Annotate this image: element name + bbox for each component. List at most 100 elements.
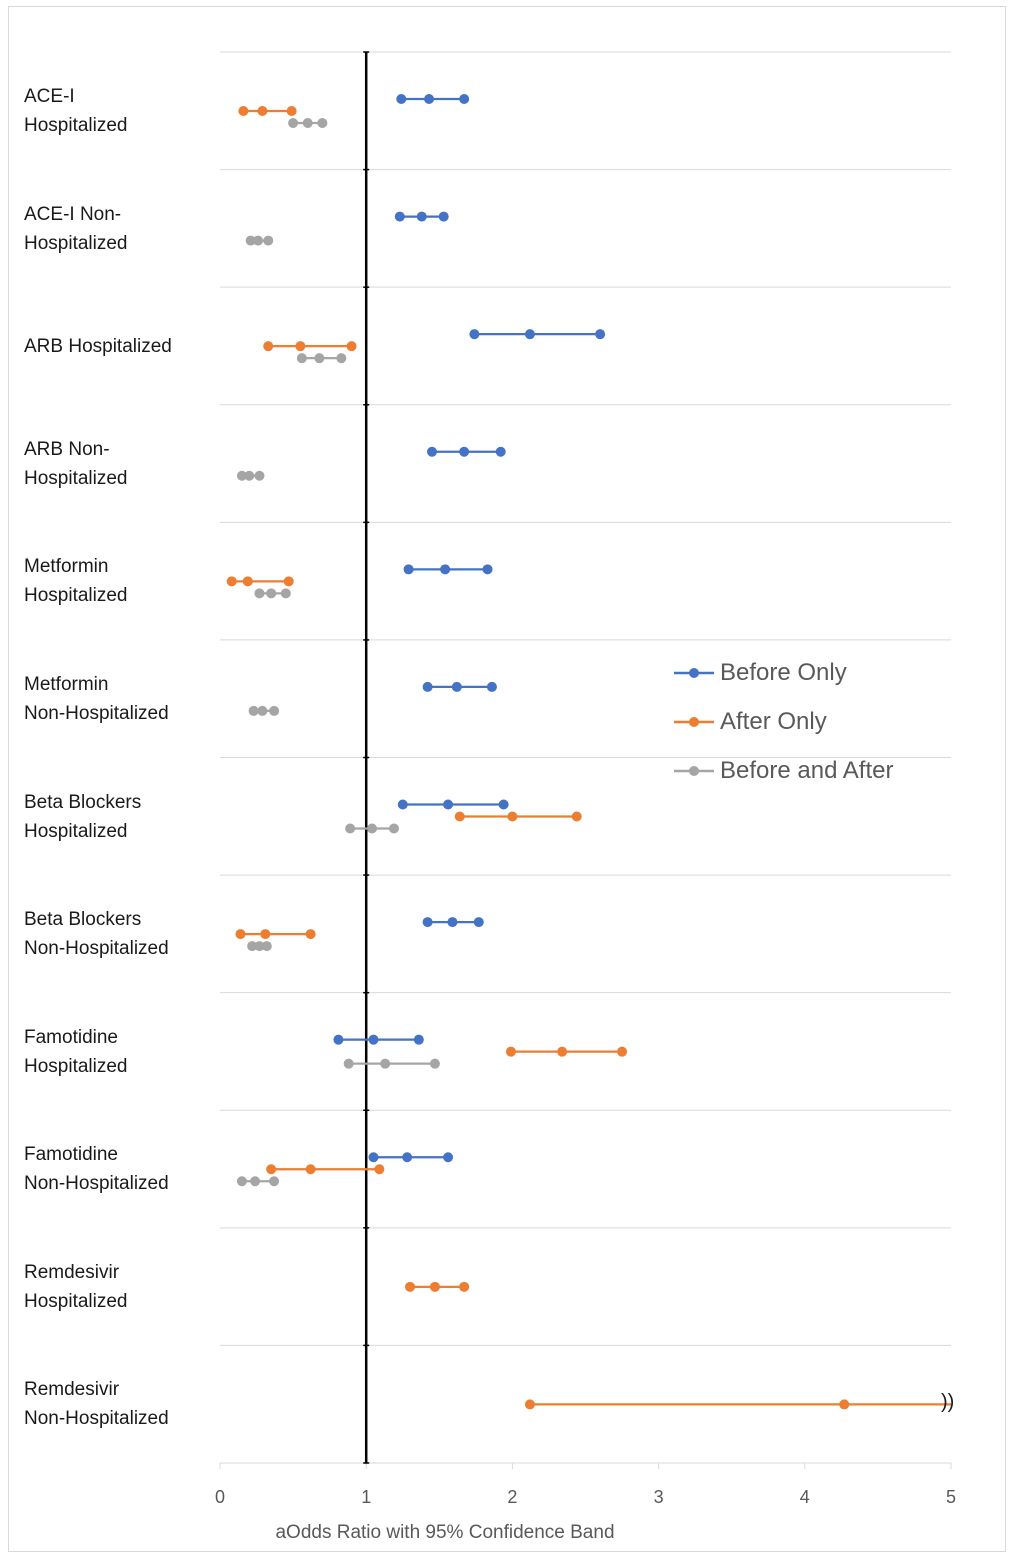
legend: Before Only After Only Before and After xyxy=(672,648,893,795)
ci-high-point xyxy=(438,211,449,222)
estimate-point xyxy=(416,211,427,222)
category-label: Metformin Non-Hospitalized xyxy=(24,673,169,724)
category-label: ARB Hospitalized xyxy=(24,335,172,357)
legend-label: After Only xyxy=(720,707,827,735)
category-label: Beta Blockers Hospitalized xyxy=(24,791,142,842)
ci-low-point xyxy=(505,1046,516,1057)
ci-low-point xyxy=(238,106,249,116)
legend-swatch xyxy=(674,667,714,678)
ci-high-point xyxy=(286,106,297,116)
legend-swatch-dot xyxy=(689,716,699,727)
ci-high-point xyxy=(280,588,291,599)
ci-high-point xyxy=(486,681,497,692)
ci-low-point xyxy=(236,470,247,481)
ci-high-point xyxy=(269,705,280,716)
series-marks xyxy=(226,94,951,1410)
estimate-point xyxy=(254,941,265,952)
ci-low-point xyxy=(345,823,356,834)
x-tick-label: 2 xyxy=(507,1487,517,1507)
category-label: Famotidine Hospitalized xyxy=(24,1026,128,1077)
estimate-point xyxy=(424,94,435,104)
x-axis-title: aOdds Ratio with 95% Confidence Band xyxy=(275,1522,615,1543)
legend-swatch xyxy=(674,716,714,727)
ci-low-point xyxy=(266,1164,277,1175)
ci-high-point xyxy=(473,917,484,928)
ci-high-point xyxy=(413,1034,424,1045)
ci-low-point xyxy=(235,929,246,940)
estimate-point xyxy=(443,799,454,810)
estimate-point xyxy=(368,1034,379,1045)
ci-high-point xyxy=(388,823,399,834)
estimate-point xyxy=(295,341,306,352)
axis-break-marker: )) xyxy=(941,1391,955,1414)
estimate-point xyxy=(305,1164,316,1175)
x-tick-label: 4 xyxy=(800,1487,810,1507)
chart-frame xyxy=(8,6,1006,1552)
gridlines xyxy=(220,51,951,1346)
x-tick-label: 0 xyxy=(215,1487,225,1507)
estimate-point xyxy=(459,446,470,457)
estimate-point xyxy=(250,1176,261,1187)
estimate-point xyxy=(451,681,462,692)
ci-low-point xyxy=(254,588,265,599)
ci-high-point xyxy=(443,1152,454,1163)
ci-high-point xyxy=(374,1164,385,1175)
ci-high-point xyxy=(305,929,316,940)
x-axis: 0 1 2 3 4 5 xyxy=(215,51,956,1507)
legend-swatch xyxy=(674,765,714,776)
category-label: ARB Non- Hospitalized xyxy=(24,438,128,489)
estimate-point xyxy=(302,118,313,128)
ci-high-point xyxy=(495,446,506,457)
category-label: ACE-I Hospitalized xyxy=(24,86,128,136)
x-tick-label: 1 xyxy=(361,1487,371,1507)
estimate-point xyxy=(367,823,378,834)
estimate-point xyxy=(266,588,277,599)
series-before-and-after xyxy=(236,118,440,1187)
ci-low-point xyxy=(247,941,258,952)
estimate-point xyxy=(447,917,458,928)
ci-high-point xyxy=(336,353,347,364)
x-tick-label: 3 xyxy=(654,1487,664,1507)
ci-low-point xyxy=(394,211,405,222)
category-label: Beta Blockers Non-Hospitalized xyxy=(24,909,169,960)
legend-swatch-dot xyxy=(689,667,699,678)
ci-high-point xyxy=(571,811,582,822)
ci-low-point xyxy=(368,1152,379,1163)
ci-high-point xyxy=(617,1046,628,1057)
estimate-point xyxy=(260,929,271,940)
legend-swatch-dot xyxy=(689,765,699,776)
estimate-point xyxy=(557,1046,568,1057)
ci-low-point xyxy=(469,329,480,340)
ci-low-point xyxy=(397,799,408,810)
ci-low-point xyxy=(422,917,433,928)
category-label: Remdesivir Non-Hospitalized xyxy=(24,1379,169,1430)
category-label: ACE-I Non- Hospitalized xyxy=(24,203,128,254)
ci-low-point xyxy=(248,705,259,716)
estimate-point xyxy=(314,353,325,364)
estimate-point xyxy=(257,705,268,716)
ci-low-point xyxy=(333,1034,344,1045)
series-after-only xyxy=(226,106,951,1410)
ci-high-point xyxy=(254,470,265,481)
ci-high-point xyxy=(283,576,294,587)
category-label: Remdesivir Hospitalized xyxy=(24,1261,128,1312)
ci-low-point xyxy=(236,1176,247,1187)
estimate-point xyxy=(242,576,253,587)
estimate-point xyxy=(429,1281,440,1292)
legend-item: After Only xyxy=(672,697,893,746)
legend-item: Before and After xyxy=(672,746,893,795)
ci-low-point xyxy=(396,94,407,104)
ci-high-point xyxy=(261,941,272,952)
x-tick-label: 5 xyxy=(946,1487,956,1507)
ci-low-point xyxy=(226,576,237,587)
ci-low-point xyxy=(405,1281,416,1292)
ci-high-point xyxy=(429,1058,440,1069)
legend-item: Before Only xyxy=(672,648,893,697)
ci-low-point xyxy=(288,118,299,128)
ci-low-point xyxy=(426,446,437,457)
ci-high-point xyxy=(595,329,606,340)
estimate-point xyxy=(524,329,535,340)
ci-high-point xyxy=(498,799,509,810)
ci-low-point xyxy=(454,811,465,822)
